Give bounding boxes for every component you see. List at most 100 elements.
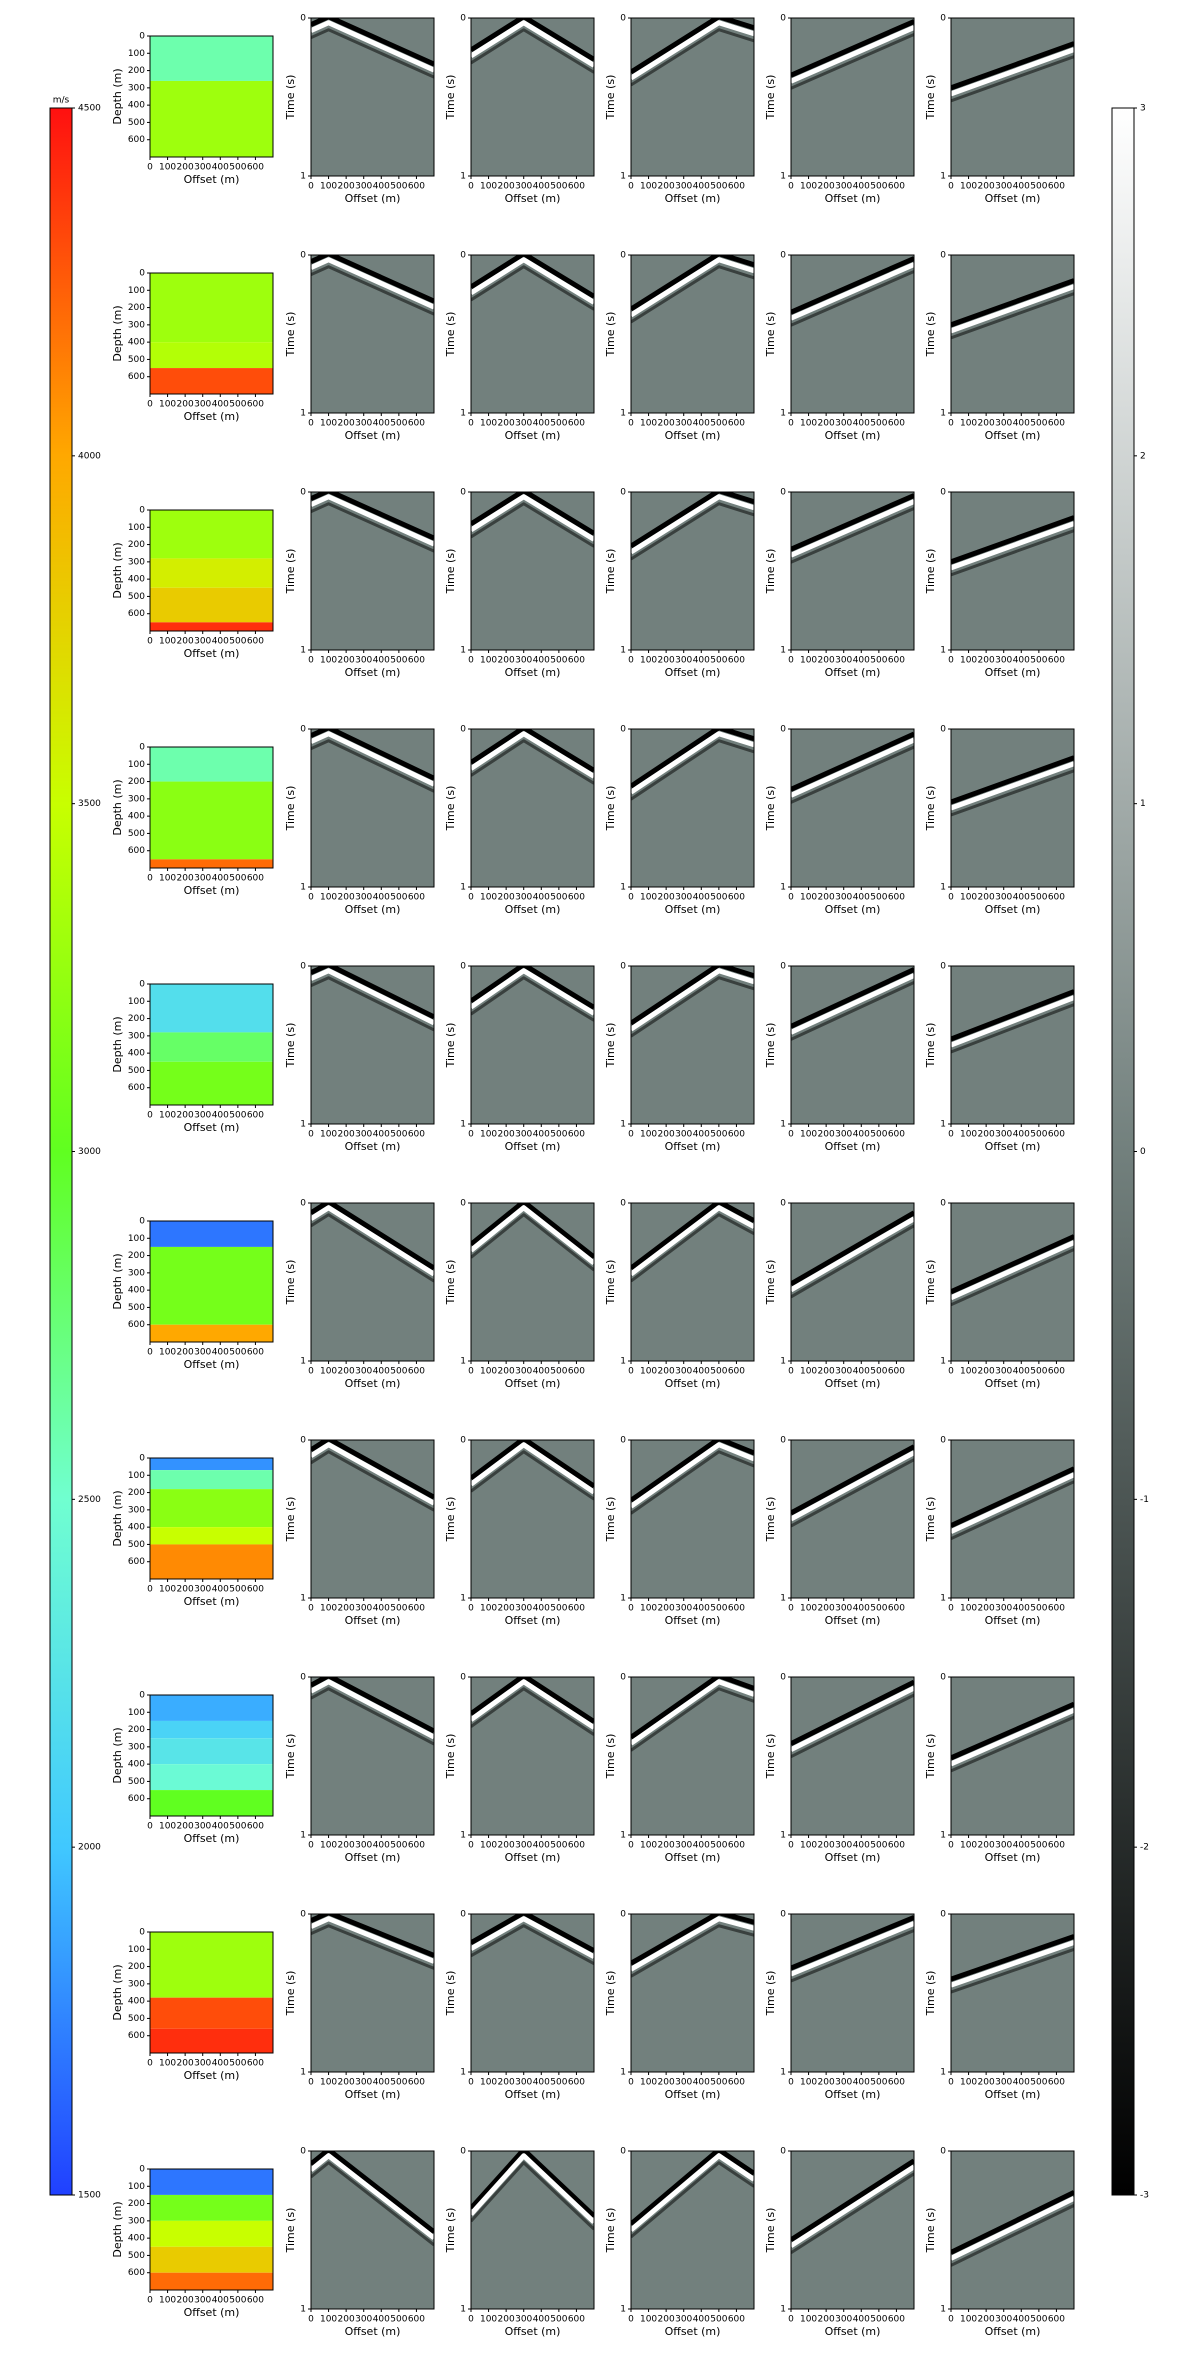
- x-axis-label: Offset (m): [665, 1614, 721, 1627]
- x-tick-label: 500: [390, 419, 407, 429]
- x-tick-label: 100: [480, 893, 497, 903]
- y-axis-label: Time (s): [764, 1734, 777, 1780]
- y-axis-label: Time (s): [444, 1971, 457, 2017]
- x-tick-label: 400: [212, 1111, 229, 1121]
- x-tick-label: 0: [468, 2078, 474, 2088]
- x-tick-label: 200: [658, 1367, 675, 1377]
- arrival-side-lobe: [471, 2161, 594, 2231]
- x-tick-label: 300: [515, 1367, 532, 1377]
- y-tick-label: 0: [780, 14, 786, 24]
- x-tick-label: 400: [212, 2059, 229, 2069]
- x-tick-label: 200: [818, 2078, 835, 2088]
- y-tick-label: 1: [460, 2068, 466, 2078]
- panel-frame: [310, 1202, 435, 1362]
- x-axis-label: Offset (m): [825, 903, 881, 916]
- y-tick-label: 0: [620, 725, 626, 735]
- x-tick-label: 200: [818, 656, 835, 666]
- arrival-trough: [791, 1679, 914, 1746]
- x-tick-label: 400: [373, 2315, 390, 2325]
- arrival-side-lobe: [311, 502, 434, 553]
- arrival-side-lobe: [311, 1450, 434, 1512]
- x-tick-label: 400: [693, 1841, 710, 1851]
- y-tick-label: 600: [128, 846, 145, 856]
- y-tick-label: 100: [128, 286, 145, 296]
- x-tick-label: 400: [1013, 656, 1030, 666]
- gather-background: [631, 1914, 754, 2072]
- x-tick-label: 600: [728, 2078, 745, 2088]
- gather-events: [471, 255, 594, 311]
- panel-frame: [310, 1676, 435, 1836]
- x-tick-label: 100: [159, 1348, 176, 1358]
- arrival-peak: [311, 494, 434, 547]
- arrival-trough: [791, 1444, 914, 1516]
- panel-frame: [630, 965, 755, 1125]
- gather-events: [311, 1914, 434, 1970]
- x-tick-label: 600: [568, 1367, 585, 1377]
- x-tick-label: 600: [888, 1130, 905, 1140]
- x-tick-label: 600: [888, 1841, 905, 1851]
- y-axis-label: Time (s): [444, 1497, 457, 1543]
- x-tick-label: 100: [800, 1841, 817, 1851]
- x-tick-label: 600: [408, 182, 425, 192]
- y-tick-label: 100: [128, 1471, 145, 1481]
- x-tick-label: 600: [568, 1841, 585, 1851]
- gather-events: [791, 1210, 914, 1299]
- panel-frame: [790, 728, 915, 888]
- x-tick-label: 500: [710, 1604, 727, 1614]
- x-axis-label: Offset (m): [665, 1140, 721, 1153]
- y-tick-label: 0: [300, 962, 306, 972]
- x-tick-label: 300: [675, 419, 692, 429]
- x-tick-label: 400: [693, 1367, 710, 1377]
- x-tick-label: 100: [480, 1604, 497, 1614]
- x-tick-label: 0: [308, 1367, 314, 1377]
- x-tick-label: 200: [338, 419, 355, 429]
- arrival-trough: [951, 41, 1074, 91]
- y-axis-label: Depth (m): [111, 542, 124, 598]
- x-tick-label: 0: [147, 1111, 153, 1121]
- x-tick-label: 100: [640, 656, 657, 666]
- arrival-peak: [311, 20, 434, 73]
- panel-frame: [149, 1220, 274, 1343]
- arrival-side-lobe: [631, 976, 754, 1038]
- arrival-peak: [791, 1450, 914, 1522]
- x-tick-label: 400: [1013, 1604, 1030, 1614]
- x-tick-label: 600: [1048, 419, 1065, 429]
- gather-events: [951, 1701, 1074, 1773]
- x-tick-label: 300: [995, 182, 1012, 192]
- panel-frame: [310, 1913, 435, 2073]
- y-tick-label: 0: [139, 980, 145, 990]
- x-tick-label: 600: [728, 1841, 745, 1851]
- y-tick-label: 300: [128, 1979, 145, 1989]
- y-axis-label: Time (s): [924, 1497, 937, 1543]
- panel-frame: [950, 1439, 1075, 1599]
- y-tick-label: 0: [300, 2147, 306, 2157]
- x-tick-label: 600: [728, 893, 745, 903]
- x-tick-label: 100: [960, 1367, 977, 1377]
- x-tick-label: 100: [320, 182, 337, 192]
- x-tick-label: 0: [147, 2059, 153, 2069]
- x-tick-label: 400: [853, 893, 870, 903]
- x-tick-label: 100: [960, 893, 977, 903]
- x-tick-label: 100: [320, 1367, 337, 1377]
- x-tick-label: 500: [550, 1367, 567, 1377]
- x-tick-label: 100: [960, 1841, 977, 1851]
- gather-background: [311, 1914, 434, 2072]
- x-tick-label: 300: [515, 1604, 532, 1614]
- x-tick-label: 100: [480, 2315, 497, 2325]
- x-tick-label: 500: [710, 2078, 727, 2088]
- velocity-layer: [150, 1527, 273, 1545]
- arrival-peak: [791, 737, 914, 798]
- panel-frame: [630, 2150, 755, 2310]
- y-tick-label: 300: [128, 320, 145, 330]
- arrival-side-lobe: [951, 1003, 1074, 1054]
- gather-background: [471, 2151, 594, 2309]
- x-tick-label: 300: [515, 1130, 532, 1140]
- panel-frame: [470, 1439, 595, 1599]
- y-tick-label: 0: [940, 1910, 946, 1920]
- panel-frame: [149, 2168, 274, 2291]
- x-axis-label: Offset (m): [505, 2325, 561, 2338]
- x-tick-label: 200: [498, 2078, 515, 2088]
- arrival-trough: [631, 1914, 754, 1966]
- arrival-side-lobe: [791, 2172, 914, 2255]
- velocity-layer: [150, 1032, 273, 1062]
